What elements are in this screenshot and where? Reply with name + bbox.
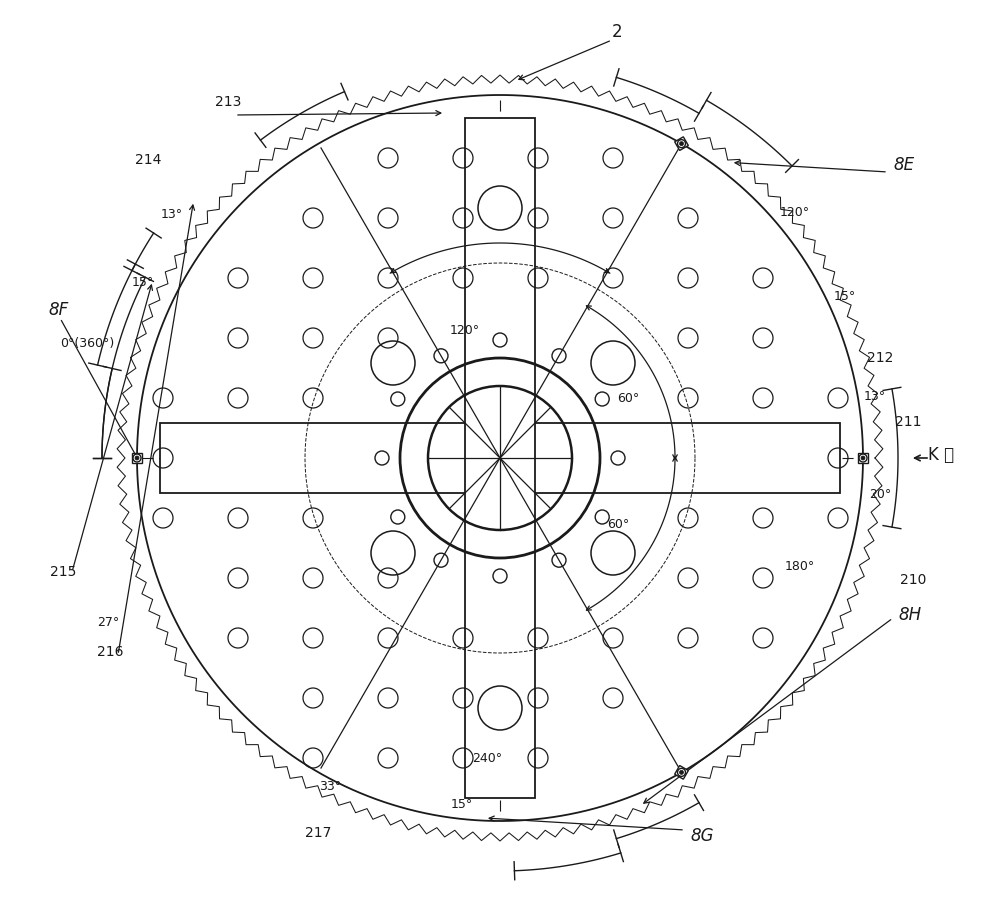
Text: 20°: 20° xyxy=(869,488,891,501)
Text: 240°: 240° xyxy=(472,751,502,765)
Circle shape xyxy=(680,770,684,774)
Text: 27°: 27° xyxy=(97,616,119,629)
Text: 15°: 15° xyxy=(132,277,154,289)
Text: 217: 217 xyxy=(305,826,331,840)
Text: 15°: 15° xyxy=(451,799,473,812)
Circle shape xyxy=(135,456,139,460)
Text: 0°(360°): 0°(360°) xyxy=(60,336,114,350)
Text: 212: 212 xyxy=(867,351,893,365)
Text: 8E: 8E xyxy=(893,156,914,174)
Text: 13°: 13° xyxy=(161,209,183,222)
Text: K 向: K 向 xyxy=(928,446,954,464)
Text: 8F: 8F xyxy=(48,301,68,319)
Text: 8G: 8G xyxy=(690,827,714,845)
Text: 13°: 13° xyxy=(864,390,886,404)
Text: 33°: 33° xyxy=(319,780,341,793)
Circle shape xyxy=(680,142,684,146)
Text: 60°: 60° xyxy=(607,518,629,530)
Text: 2: 2 xyxy=(612,23,622,41)
Bar xyxy=(858,453,868,463)
Text: 213: 213 xyxy=(215,95,241,109)
Bar xyxy=(675,766,688,780)
Text: 214: 214 xyxy=(135,153,161,167)
Text: 120°: 120° xyxy=(780,205,810,219)
Text: 60°: 60° xyxy=(617,391,639,405)
Text: 216: 216 xyxy=(97,645,123,659)
Text: 120°: 120° xyxy=(450,323,480,336)
Circle shape xyxy=(861,456,865,460)
Bar xyxy=(132,453,142,463)
Bar xyxy=(675,136,688,150)
Text: 215: 215 xyxy=(50,565,76,579)
Text: 210: 210 xyxy=(900,573,926,587)
Text: 211: 211 xyxy=(895,415,921,429)
Text: 180°: 180° xyxy=(785,561,815,573)
Text: 15°: 15° xyxy=(834,289,856,302)
Bar xyxy=(465,118,535,798)
Text: 8H: 8H xyxy=(898,606,921,624)
Bar xyxy=(160,423,840,493)
